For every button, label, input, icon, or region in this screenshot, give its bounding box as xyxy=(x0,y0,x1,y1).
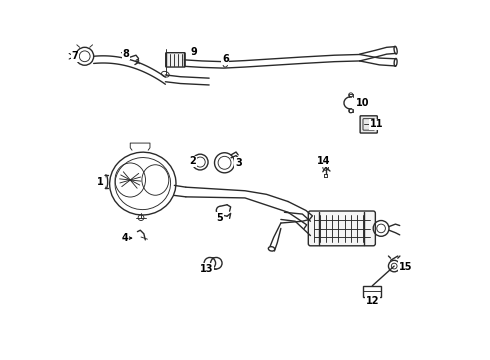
Text: 6: 6 xyxy=(222,54,229,64)
Text: 3: 3 xyxy=(235,158,242,168)
Bar xyxy=(364,286,381,297)
Text: 12: 12 xyxy=(366,296,379,306)
Text: 2: 2 xyxy=(189,156,196,166)
Text: 10: 10 xyxy=(356,98,369,108)
Text: 15: 15 xyxy=(399,262,413,272)
Text: 4: 4 xyxy=(121,233,128,243)
Text: 1: 1 xyxy=(97,177,104,187)
Text: 13: 13 xyxy=(200,264,213,274)
FancyBboxPatch shape xyxy=(166,53,185,67)
Text: 5: 5 xyxy=(217,213,223,223)
Text: 14: 14 xyxy=(317,156,331,166)
FancyBboxPatch shape xyxy=(360,116,377,133)
FancyBboxPatch shape xyxy=(308,211,375,246)
Text: 8: 8 xyxy=(122,49,129,59)
Text: 11: 11 xyxy=(370,120,384,129)
Text: 9: 9 xyxy=(190,47,197,57)
Text: 7: 7 xyxy=(72,51,78,61)
